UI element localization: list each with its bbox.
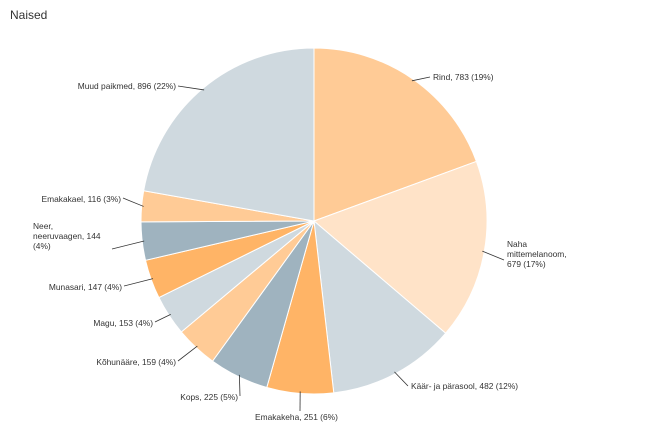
pie-slice-kaar-ja-parasool[interactable] xyxy=(313,219,447,394)
leader-line-kaar-ja-parasool xyxy=(394,371,409,387)
slice-label-neer-neeruvaagen: Neer, neeruvaagen, 144 (4%) xyxy=(33,221,101,251)
pie-slice-naha-mittemelanoom[interactable] xyxy=(313,160,488,334)
slice-label-kohunaare: Kõhunääre, 159 (4%) xyxy=(96,357,176,367)
slice-label-kaar-ja-parasool: Käär- ja pärasool, 482 (12%) xyxy=(411,381,518,391)
leader-line-neer-neeruvaagen xyxy=(111,240,145,250)
slice-label-emakakael: Emakakael, 116 (3%) xyxy=(42,194,122,204)
leader-line-naha-mittemelanoom xyxy=(482,250,505,261)
slice-label-rind: Rind, 783 (19%) xyxy=(433,72,494,82)
leader-line-kohunaare xyxy=(177,345,198,362)
leader-line-magu xyxy=(154,313,171,323)
chart-title: Naised xyxy=(10,8,48,22)
leader-line-munasari xyxy=(123,278,154,287)
slice-label-naha-mittemelanoom: Naha mittemelanoom, 679 (17%) xyxy=(507,239,567,269)
slice-label-kops: Kops, 225 (5%) xyxy=(180,392,238,402)
slice-label-munasari: Munasari, 147 (4%) xyxy=(49,282,122,292)
slice-label-muud-paikmed: Muud paikmed, 896 (22%) xyxy=(78,81,176,91)
pie-slice-muud-paikmed[interactable] xyxy=(143,47,315,222)
slice-label-emakakeha: Emakakeha, 251 (6%) xyxy=(255,412,338,422)
leader-line-kops xyxy=(238,374,241,397)
slice-label-magu: Magu, 153 (4%) xyxy=(93,318,153,328)
pie-slice-rind[interactable] xyxy=(313,47,478,222)
leader-line-rind xyxy=(411,76,431,82)
leader-line-muud-paikmed xyxy=(177,85,205,91)
leader-line-emakakael xyxy=(122,197,144,207)
